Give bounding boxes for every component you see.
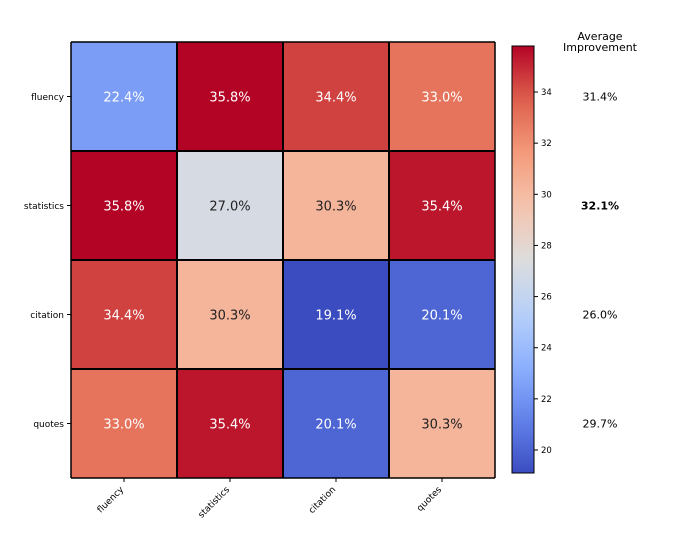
heatmap-cell: [389, 151, 495, 260]
col-labels: fluency statistics citation quotes: [96, 478, 444, 521]
average-title-line1: Average: [577, 30, 622, 43]
cell-label: 20.1%: [315, 418, 356, 433]
average-value: 31.4%: [583, 91, 618, 104]
heatmap-cell: [71, 151, 177, 260]
colorbar-tick-label: 34: [541, 88, 552, 98]
average-value: 32.1%: [581, 200, 619, 213]
col-label: statistics: [197, 485, 233, 521]
cell-label: 20.1%: [421, 309, 462, 324]
heatmap-cell: [177, 151, 283, 260]
colorbar-bar: [511, 45, 535, 474]
colorbar: 20 22 24 26 28 30 32 34: [511, 45, 552, 474]
cell-label: 30.3%: [315, 200, 356, 215]
row-labels: fluency statistics citation quotes: [24, 93, 71, 430]
cell-label: 30.3%: [421, 418, 462, 433]
colorbar-tick-label: 28: [541, 241, 552, 251]
colorbar-tick-label: 24: [541, 344, 552, 354]
cell-label: 35.4%: [209, 418, 250, 433]
average-improvement-panel: Average Improvement 31.4% 32.1% 26.0% 29.7%: [563, 30, 638, 431]
cell-label: 27.0%: [209, 200, 250, 215]
colorbar-tick-label: 20: [541, 446, 552, 456]
colorbar-tick-label: 32: [541, 139, 552, 149]
heatmap-cell: [389, 369, 495, 478]
heatmap-cells: 22.4% 35.8% 34.4% 33.0% 35.8% 27.0% 30.3% 35.4%…: [71, 42, 495, 478]
cell-label: 33.0%: [103, 418, 144, 433]
col-label: quotes: [415, 485, 444, 514]
heatmap-cell: [389, 42, 495, 151]
row-label: fluency: [31, 93, 65, 103]
col-label: fluency: [96, 485, 127, 516]
heatmap-cell: [71, 369, 177, 478]
cell-label: 34.4%: [103, 309, 144, 324]
cell-label: 19.1%: [315, 309, 356, 324]
heatmap-cell: [283, 369, 389, 478]
row-label: citation: [30, 311, 64, 321]
heatmap-cell: [177, 260, 283, 369]
cell-label: 35.4%: [421, 200, 462, 215]
cell-label: 35.8%: [103, 200, 144, 215]
heatmap-cell: [283, 151, 389, 260]
cell-label: 33.0%: [421, 91, 462, 106]
average-title-line2: Improvement: [563, 41, 638, 54]
heatmap-cell: [283, 260, 389, 369]
heatmap-cell: [283, 42, 389, 151]
heatmap-grid: [70, 41, 496, 479]
cell-label: 35.8%: [209, 91, 250, 106]
heatmap-cell: [177, 42, 283, 151]
colorbar-tick-label: 30: [541, 190, 552, 200]
row-label: quotes: [33, 420, 64, 430]
col-label: citation: [307, 485, 338, 516]
average-value: 29.7%: [583, 418, 618, 431]
heatmap-cell: [389, 260, 495, 369]
heatmap-cell: [71, 260, 177, 369]
heatmap-cell: [71, 42, 177, 151]
average-value: 26.0%: [583, 309, 618, 322]
heatmap-cell: [177, 369, 283, 478]
colorbar-tick-label: 26: [541, 293, 552, 303]
cell-label: 22.4%: [103, 91, 144, 106]
cell-label: 34.4%: [315, 91, 356, 106]
cell-label: 30.3%: [209, 309, 250, 324]
row-label: statistics: [24, 202, 64, 212]
colorbar-tick-label: 22: [541, 395, 552, 405]
